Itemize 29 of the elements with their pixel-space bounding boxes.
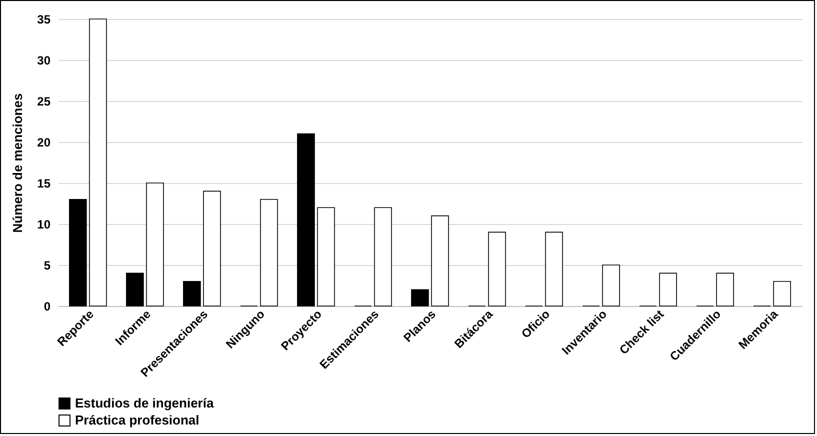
bar <box>146 182 164 306</box>
bar <box>260 199 278 306</box>
legend-label: Estudios de ingeniería <box>75 396 214 410</box>
bar <box>545 232 563 306</box>
bar <box>203 190 221 306</box>
bar <box>716 272 734 306</box>
y-tick-label: 30 <box>37 54 51 68</box>
bar <box>89 18 107 306</box>
y-tick-label: 35 <box>37 12 51 26</box>
y-tick-label: 0 <box>44 300 51 314</box>
bar <box>602 264 620 306</box>
bar <box>488 232 506 306</box>
y-tick-label: 5 <box>44 258 51 272</box>
bar <box>183 281 201 306</box>
bar <box>297 133 315 306</box>
legend-label: Práctica profesional <box>75 412 200 428</box>
bar <box>374 207 392 306</box>
bar <box>317 207 335 306</box>
y-tick-label: 20 <box>37 136 51 150</box>
bar <box>411 289 429 306</box>
y-tick-label: 15 <box>37 176 51 190</box>
y-tick-label: 10 <box>37 218 51 232</box>
bar <box>773 281 791 306</box>
y-axis-title: Número de menciones <box>10 93 26 233</box>
bar <box>659 272 677 306</box>
bar <box>431 215 449 306</box>
y-tick-label: 25 <box>37 94 51 108</box>
bar <box>69 199 87 306</box>
bar <box>126 272 144 306</box>
